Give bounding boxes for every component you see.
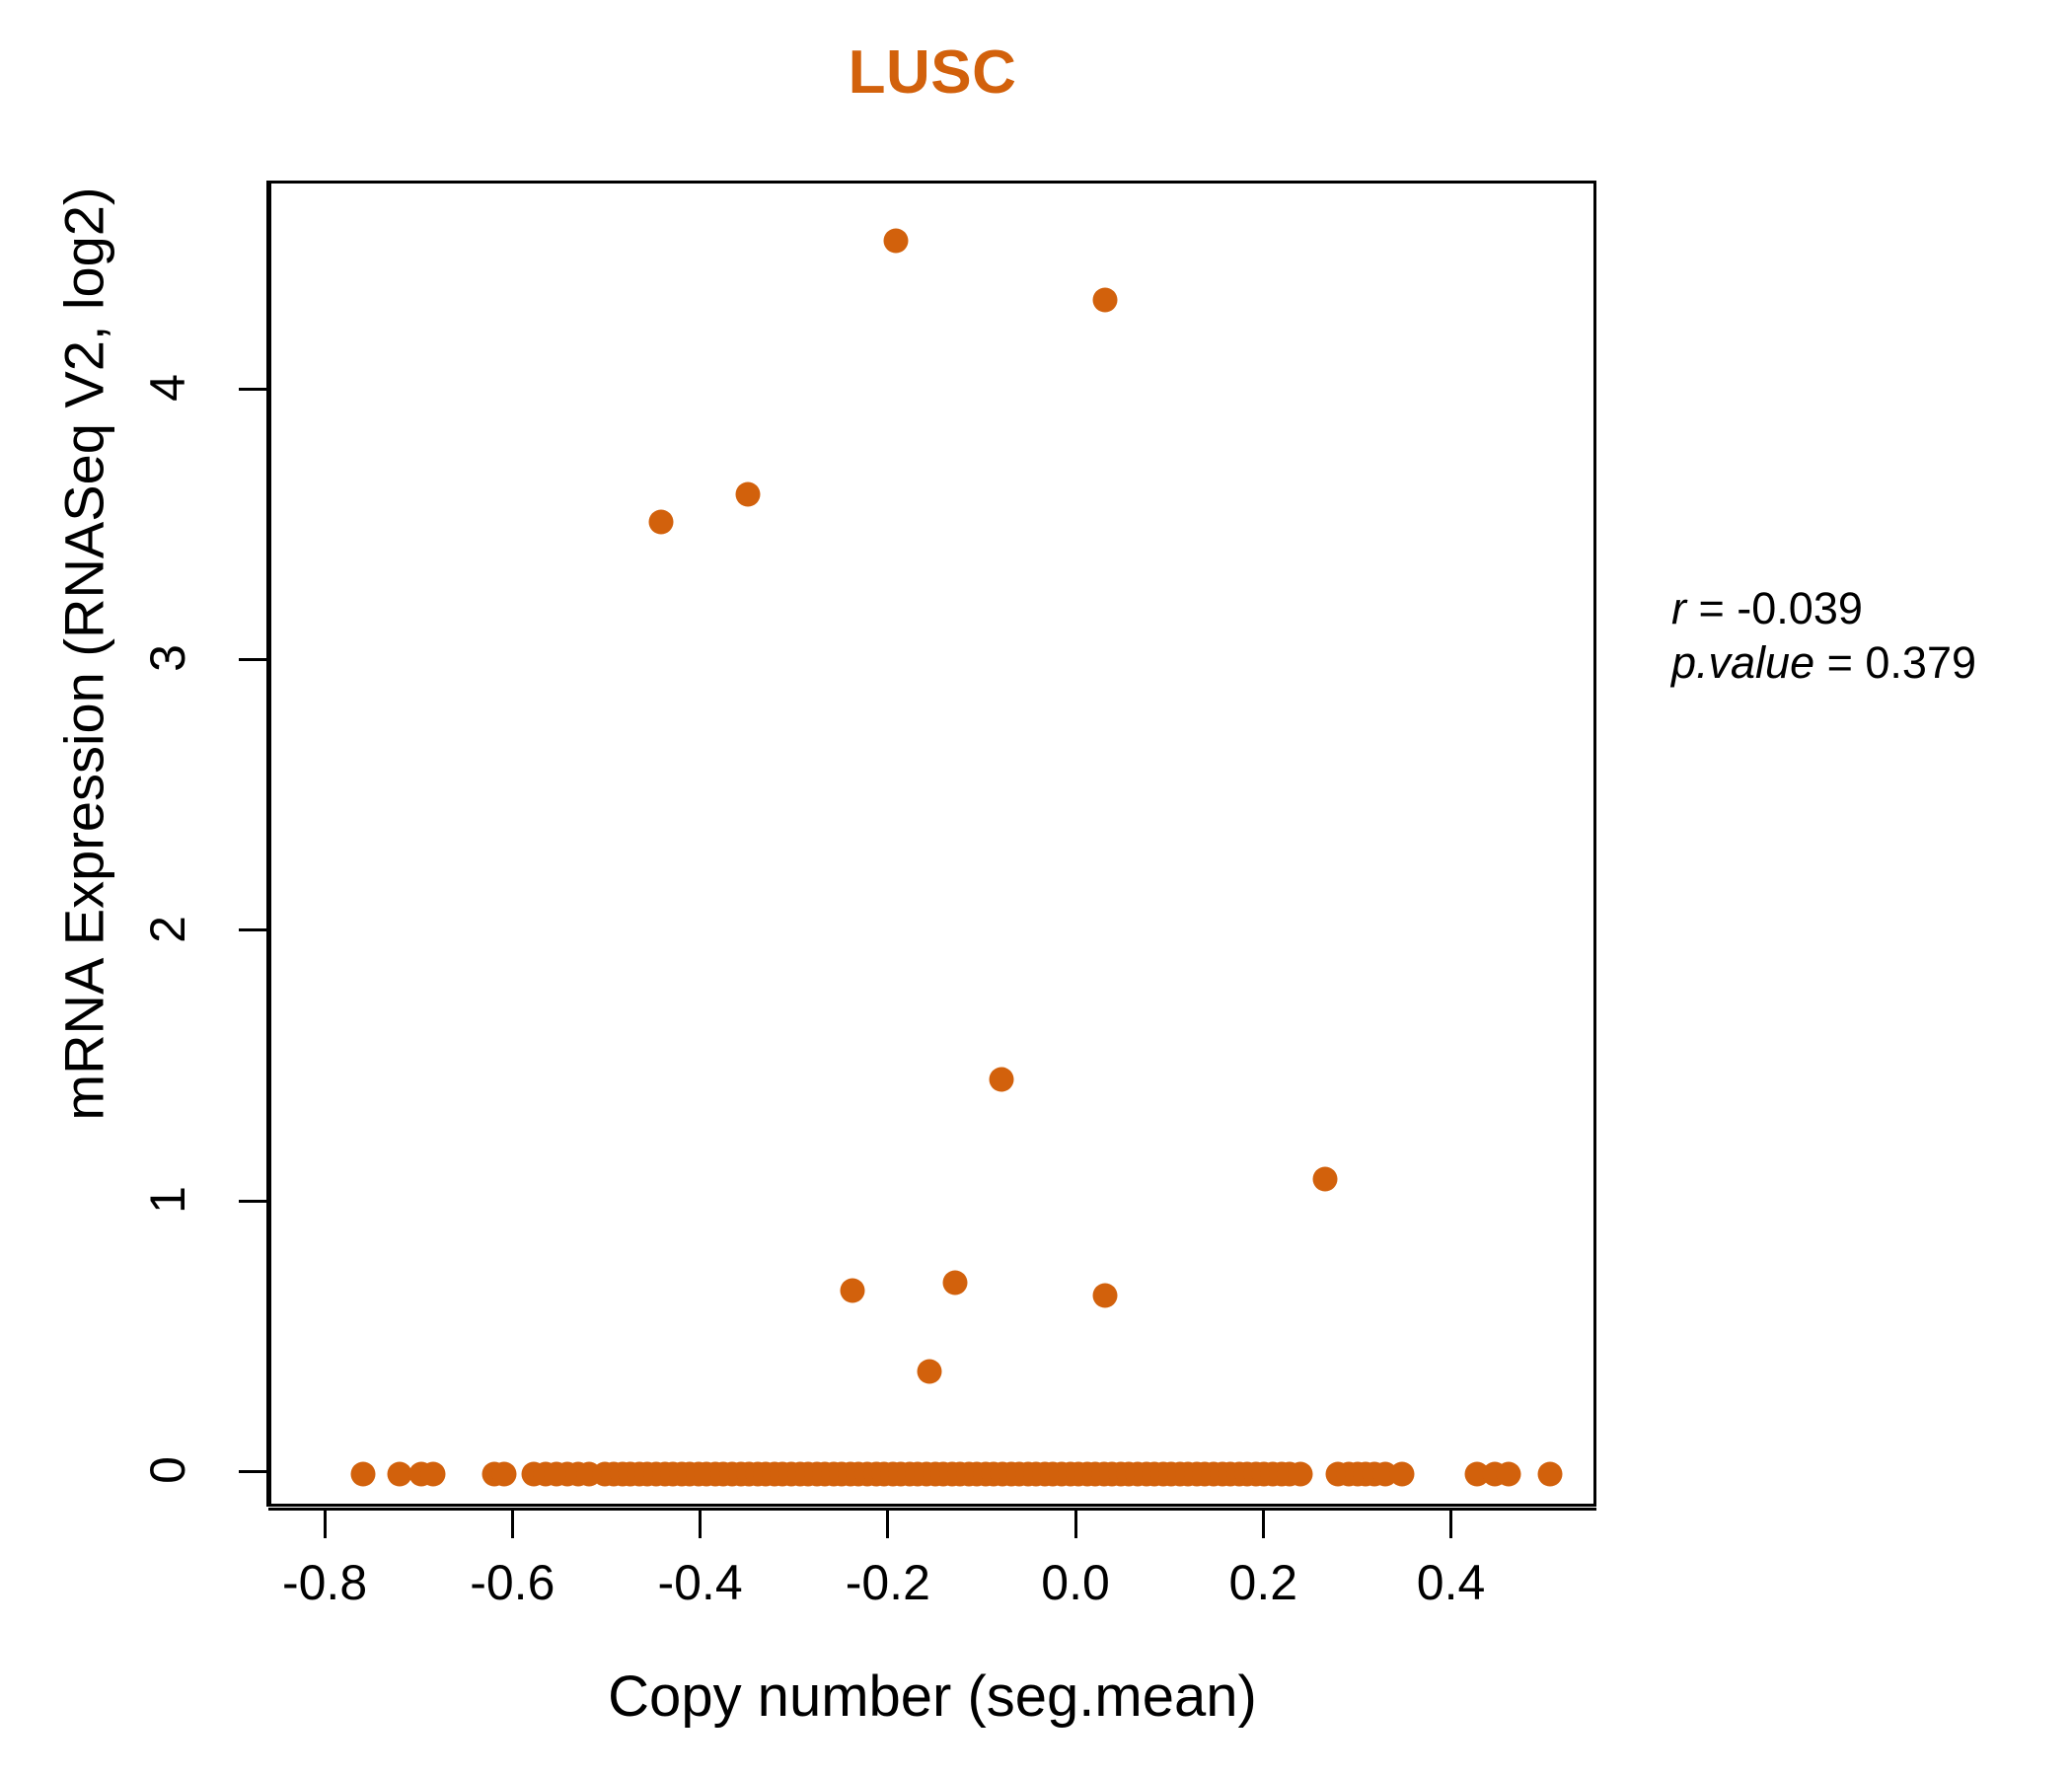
scatter-point bbox=[1537, 1461, 1563, 1487]
x-axis-line bbox=[268, 1508, 1596, 1511]
scatter-point bbox=[989, 1067, 1014, 1092]
scatter-point bbox=[1312, 1166, 1338, 1192]
p-symbol: p.value bbox=[1671, 636, 1815, 688]
y-axis-tick-label: 4 bbox=[109, 359, 227, 416]
scatter-point bbox=[883, 228, 909, 254]
r-value: -0.039 bbox=[1737, 583, 1863, 633]
y-tick-text: 1 bbox=[140, 1186, 195, 1214]
x-axis-tick bbox=[1073, 1511, 1077, 1538]
plot-area bbox=[268, 181, 1596, 1507]
scatter-point bbox=[350, 1461, 376, 1487]
correlation-stats-annotation: r = -0.039 p.value = 0.379 bbox=[1671, 582, 1976, 691]
y-axis-tick bbox=[239, 1199, 266, 1203]
scatter-point bbox=[1092, 287, 1118, 313]
x-axis-tick bbox=[886, 1511, 890, 1538]
p-equals: = bbox=[1814, 636, 1866, 688]
pearson-r-line: r = -0.039 bbox=[1671, 582, 1976, 636]
x-axis-tick bbox=[1261, 1511, 1265, 1538]
scatter-point bbox=[1288, 1461, 1313, 1487]
x-axis-title: Copy number (seg.mean) bbox=[608, 1665, 1257, 1729]
y-tick-text: 2 bbox=[140, 915, 195, 943]
y-axis-tick-label: 2 bbox=[109, 901, 227, 958]
y-axis-line bbox=[266, 181, 269, 1507]
y-axis-tick-label: 0 bbox=[109, 1442, 227, 1499]
y-axis-tick bbox=[239, 657, 266, 661]
r-equals: = bbox=[1686, 583, 1738, 633]
x-axis-tick bbox=[699, 1511, 703, 1538]
x-axis-tick-label: 0.4 bbox=[1416, 1555, 1486, 1610]
x-axis-tick-label: -0.2 bbox=[845, 1555, 930, 1610]
scatter-point bbox=[735, 481, 761, 507]
x-axis-tick-label: 0.2 bbox=[1228, 1555, 1298, 1610]
scatter-point bbox=[420, 1461, 446, 1487]
chart-title: LUSC bbox=[848, 38, 1017, 107]
scatter-point bbox=[648, 509, 674, 535]
x-axis-tick-label: 0.0 bbox=[1041, 1555, 1110, 1610]
y-tick-text: 4 bbox=[140, 374, 195, 403]
scatter-point bbox=[1496, 1461, 1521, 1487]
x-axis-tick-label: -0.8 bbox=[281, 1555, 368, 1610]
scatter-point bbox=[1389, 1461, 1415, 1487]
scatter-point bbox=[840, 1278, 865, 1303]
y-axis-tick bbox=[239, 928, 266, 932]
y-axis-tick-label: 1 bbox=[109, 1171, 227, 1228]
y-axis-tick bbox=[239, 1469, 266, 1473]
x-axis-tick-label: -0.6 bbox=[470, 1555, 555, 1610]
y-tick-text: 0 bbox=[140, 1456, 195, 1485]
scatter-point bbox=[491, 1461, 517, 1487]
scatter-point bbox=[942, 1270, 968, 1295]
y-axis-title: mRNA Expression (RNASeq V2, log2) bbox=[52, 186, 115, 1121]
x-axis-tick bbox=[323, 1511, 327, 1538]
scatter-points-layer bbox=[271, 184, 1593, 1504]
scatter-point bbox=[917, 1359, 942, 1384]
p-value-line: p.value = 0.379 bbox=[1671, 636, 1976, 691]
x-axis-tick-label: -0.4 bbox=[657, 1555, 743, 1610]
x-axis-tick bbox=[1449, 1511, 1453, 1538]
scatter-point bbox=[1092, 1283, 1118, 1308]
y-axis-tick bbox=[239, 387, 266, 391]
scatter-point bbox=[387, 1461, 412, 1487]
y-tick-text: 3 bbox=[140, 644, 195, 673]
r-symbol: r bbox=[1671, 583, 1686, 633]
y-axis-tick-label: 3 bbox=[109, 629, 227, 687]
p-value: 0.379 bbox=[1865, 636, 1977, 688]
x-axis-tick bbox=[510, 1511, 514, 1538]
